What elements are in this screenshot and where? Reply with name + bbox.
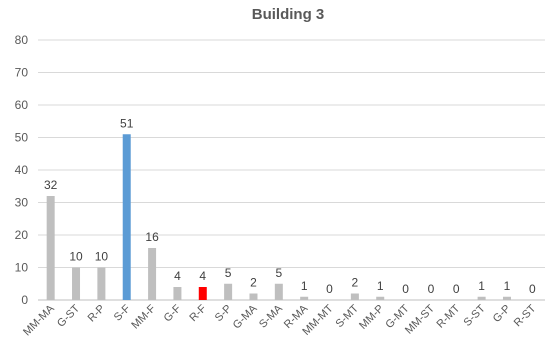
x-tick-label: G-P <box>491 303 513 325</box>
data-label: 1 <box>478 279 485 293</box>
data-label: 4 <box>174 269 181 283</box>
bar <box>477 296 486 300</box>
bar <box>274 283 283 300</box>
data-label: 10 <box>69 250 83 264</box>
bar <box>502 296 511 300</box>
y-tick-label: 40 <box>15 163 29 177</box>
x-tick-label: MM-F <box>129 302 158 331</box>
x-tick-label: R-ST <box>512 302 539 329</box>
bar <box>122 134 131 300</box>
data-label: 0 <box>402 282 409 296</box>
bar <box>173 287 182 300</box>
y-tick-label: 10 <box>15 261 29 275</box>
x-tick-label: R-F <box>187 302 209 324</box>
x-tick-label: R-MT <box>434 302 462 330</box>
data-label: 0 <box>326 282 333 296</box>
y-tick-label: 0 <box>21 293 28 307</box>
data-label: 10 <box>95 250 109 264</box>
x-tick-label: R-P <box>86 303 108 325</box>
bar <box>148 248 157 300</box>
y-tick-label: 50 <box>15 131 29 145</box>
data-label: 0 <box>529 282 536 296</box>
y-tick-label: 20 <box>15 228 29 242</box>
y-axis-ticks: 0 10 20 30 40 50 60 70 80 <box>15 33 29 307</box>
y-tick-label: 70 <box>15 66 29 80</box>
x-tick-label: G-ST <box>55 302 82 329</box>
bar <box>376 296 385 300</box>
data-label: 51 <box>120 116 134 130</box>
y-tick-label: 60 <box>15 98 29 112</box>
x-tick-label: MM-P <box>357 303 386 332</box>
bar <box>97 267 106 300</box>
data-label: 1 <box>301 279 308 293</box>
bar <box>350 293 359 300</box>
data-label: 1 <box>377 279 384 293</box>
x-axis-ticks: MM-MAG-ST R-P S-FMM-F G-F R-F S-PG-MAS-MAR-MA… <box>21 302 539 338</box>
bars <box>46 134 511 300</box>
x-tick-label: G-F <box>162 302 184 324</box>
data-label: 2 <box>250 276 257 290</box>
x-tick-label: MM-MA <box>21 302 57 338</box>
y-tick-label: 80 <box>15 33 29 47</box>
bar <box>72 267 81 300</box>
x-tick-label: S-F <box>112 302 133 323</box>
data-label: 5 <box>225 266 232 280</box>
x-tick-label: S-ST <box>462 302 488 328</box>
data-label: 32 <box>44 178 58 192</box>
x-tick-label: S-MT <box>333 302 361 330</box>
bar <box>300 296 309 300</box>
y-tick-label: 30 <box>15 196 29 210</box>
data-label: 1 <box>504 279 511 293</box>
x-tick-label: MM-ST <box>403 302 437 336</box>
bar <box>46 196 55 300</box>
data-label: 16 <box>145 230 159 244</box>
bar <box>224 283 233 300</box>
data-label: 5 <box>275 266 282 280</box>
data-label: 4 <box>199 269 206 283</box>
x-tick-label: S-P <box>213 303 234 324</box>
x-tick-label: S-MA <box>257 302 285 330</box>
gridlines <box>38 39 545 301</box>
chart-title: Building 3 <box>252 6 325 23</box>
data-label: 0 <box>453 282 460 296</box>
bar <box>249 293 258 300</box>
data-label: 2 <box>352 276 359 290</box>
data-label: 0 <box>428 282 435 296</box>
x-tick-label: G-MA <box>231 302 260 331</box>
bar <box>198 287 207 300</box>
